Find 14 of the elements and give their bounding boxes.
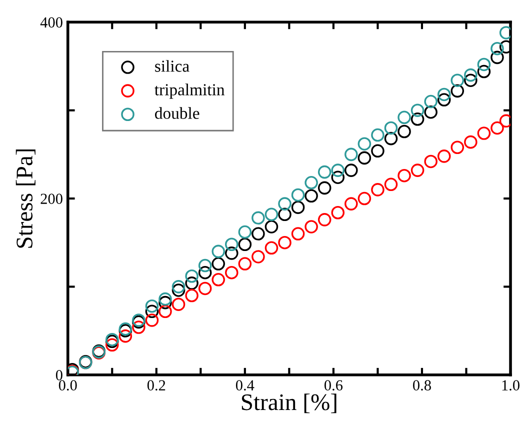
legend-label: tripalmitin: [154, 84, 225, 99]
x-axis-title: Strain [%]: [242, 394, 336, 414]
x-tick-label: 0.4: [236, 380, 254, 391]
x-tick-label: 0.0: [58, 380, 77, 391]
x-tick-label: 0.2: [147, 380, 166, 391]
y-tick-label: 400: [40, 17, 62, 28]
x-tick-label: 1.0: [502, 380, 520, 391]
x-tick-label: 0.8: [413, 380, 431, 391]
y-axis-title: Stress [Pa]: [16, 149, 36, 248]
y-tick-label: 200: [40, 194, 62, 204]
legend-label: double: [155, 107, 200, 119]
x-tick-label: 0.6: [324, 380, 343, 391]
legend-label: silica: [155, 60, 190, 72]
y-tick-label: 0: [56, 370, 62, 380]
